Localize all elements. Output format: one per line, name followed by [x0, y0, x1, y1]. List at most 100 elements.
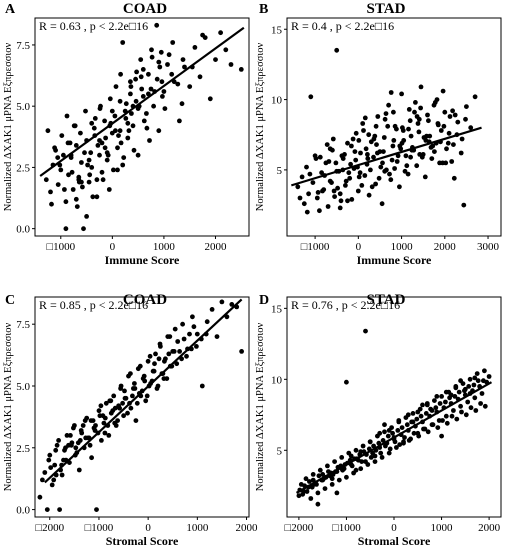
data-point [111, 167, 116, 173]
data-point [443, 160, 449, 166]
data-point [139, 86, 145, 92]
x-tick-label: 1000 [391, 241, 414, 253]
data-point [153, 351, 158, 357]
data-point [80, 184, 85, 190]
data-point [194, 344, 199, 349]
data-point [372, 459, 378, 464]
y-tick-label: 5.0 [16, 101, 30, 113]
data-point [61, 152, 66, 158]
data-point [92, 428, 98, 433]
data-point [334, 490, 340, 496]
data-point [472, 395, 478, 401]
plot-frame [34, 17, 250, 237]
data-point [296, 493, 302, 499]
data-point [63, 199, 69, 205]
data-point [380, 160, 385, 166]
plot-frame [34, 296, 250, 518]
x-tick-label: 2000 [236, 522, 259, 534]
data-point [159, 79, 165, 85]
data-point [166, 351, 172, 357]
data-point [79, 160, 84, 165]
data-point [87, 442, 93, 448]
data-point [308, 496, 314, 501]
data-point [122, 388, 127, 394]
data-point [315, 501, 321, 507]
data-point [376, 175, 382, 181]
data-point [345, 198, 350, 204]
data-point [100, 177, 106, 183]
data-point [229, 302, 235, 307]
correlation-annotation: R = 0.63 , p < 2.2e□16 [39, 19, 148, 33]
data-point [363, 328, 368, 334]
data-point [394, 445, 399, 450]
data-point [468, 405, 474, 411]
data-point [385, 433, 391, 439]
data-point [335, 185, 340, 191]
data-point [47, 452, 53, 458]
data-point [112, 420, 118, 426]
data-point [379, 201, 385, 207]
data-point [78, 130, 83, 136]
data-point [416, 116, 422, 122]
data-point [437, 160, 442, 166]
data-point [62, 187, 67, 192]
data-point [238, 67, 244, 72]
data-point [452, 112, 458, 118]
data-point [338, 198, 344, 204]
data-point [433, 405, 439, 411]
data-point [362, 115, 368, 121]
regression-line [44, 298, 243, 484]
data-point [187, 331, 192, 337]
data-point [101, 420, 107, 426]
data-point [83, 435, 89, 441]
data-point [117, 98, 123, 104]
data-point [443, 389, 449, 395]
data-point [425, 112, 430, 118]
data-point [474, 371, 480, 376]
data-point [472, 375, 478, 381]
data-point [310, 472, 316, 477]
data-point [113, 84, 119, 89]
data-point [123, 116, 129, 121]
data-point [467, 376, 473, 382]
data-point [315, 490, 321, 496]
data-point [73, 445, 79, 451]
data-point [455, 119, 461, 125]
data-point [107, 96, 113, 102]
data-point [97, 413, 103, 419]
data-point [161, 376, 167, 381]
data-point [209, 307, 215, 312]
data-point [399, 425, 405, 430]
data-point [422, 174, 428, 180]
data-point [147, 353, 153, 359]
data-point [417, 152, 423, 157]
data-point [394, 126, 399, 132]
data-point [45, 128, 51, 134]
data-point [182, 64, 187, 70]
data-point [154, 76, 160, 82]
data-point [363, 459, 368, 464]
data-point [89, 165, 95, 170]
data-point [148, 86, 154, 92]
data-point [125, 120, 131, 126]
data-point [78, 428, 84, 433]
correlation-annotation: R = 0.76 , p < 2.2e□16 [291, 298, 400, 312]
y-tick-label: 7.5 [16, 40, 30, 52]
data-point [478, 401, 483, 406]
y-tick-label: 0.0 [16, 224, 30, 236]
data-point [389, 157, 395, 163]
data-point [405, 171, 411, 177]
x-tick-label: □1000 [301, 241, 330, 253]
x-tick-label: 1000 [431, 522, 454, 534]
x-tick-label: 2000 [434, 241, 457, 253]
data-point [146, 71, 151, 77]
data-point [166, 52, 172, 58]
data-point [86, 157, 92, 163]
x-tick-label: 0 [110, 241, 116, 253]
data-point [434, 394, 440, 399]
x-tick-label: 0 [145, 522, 151, 534]
data-point [132, 386, 138, 391]
data-point [482, 403, 488, 409]
data-point [361, 128, 366, 133]
